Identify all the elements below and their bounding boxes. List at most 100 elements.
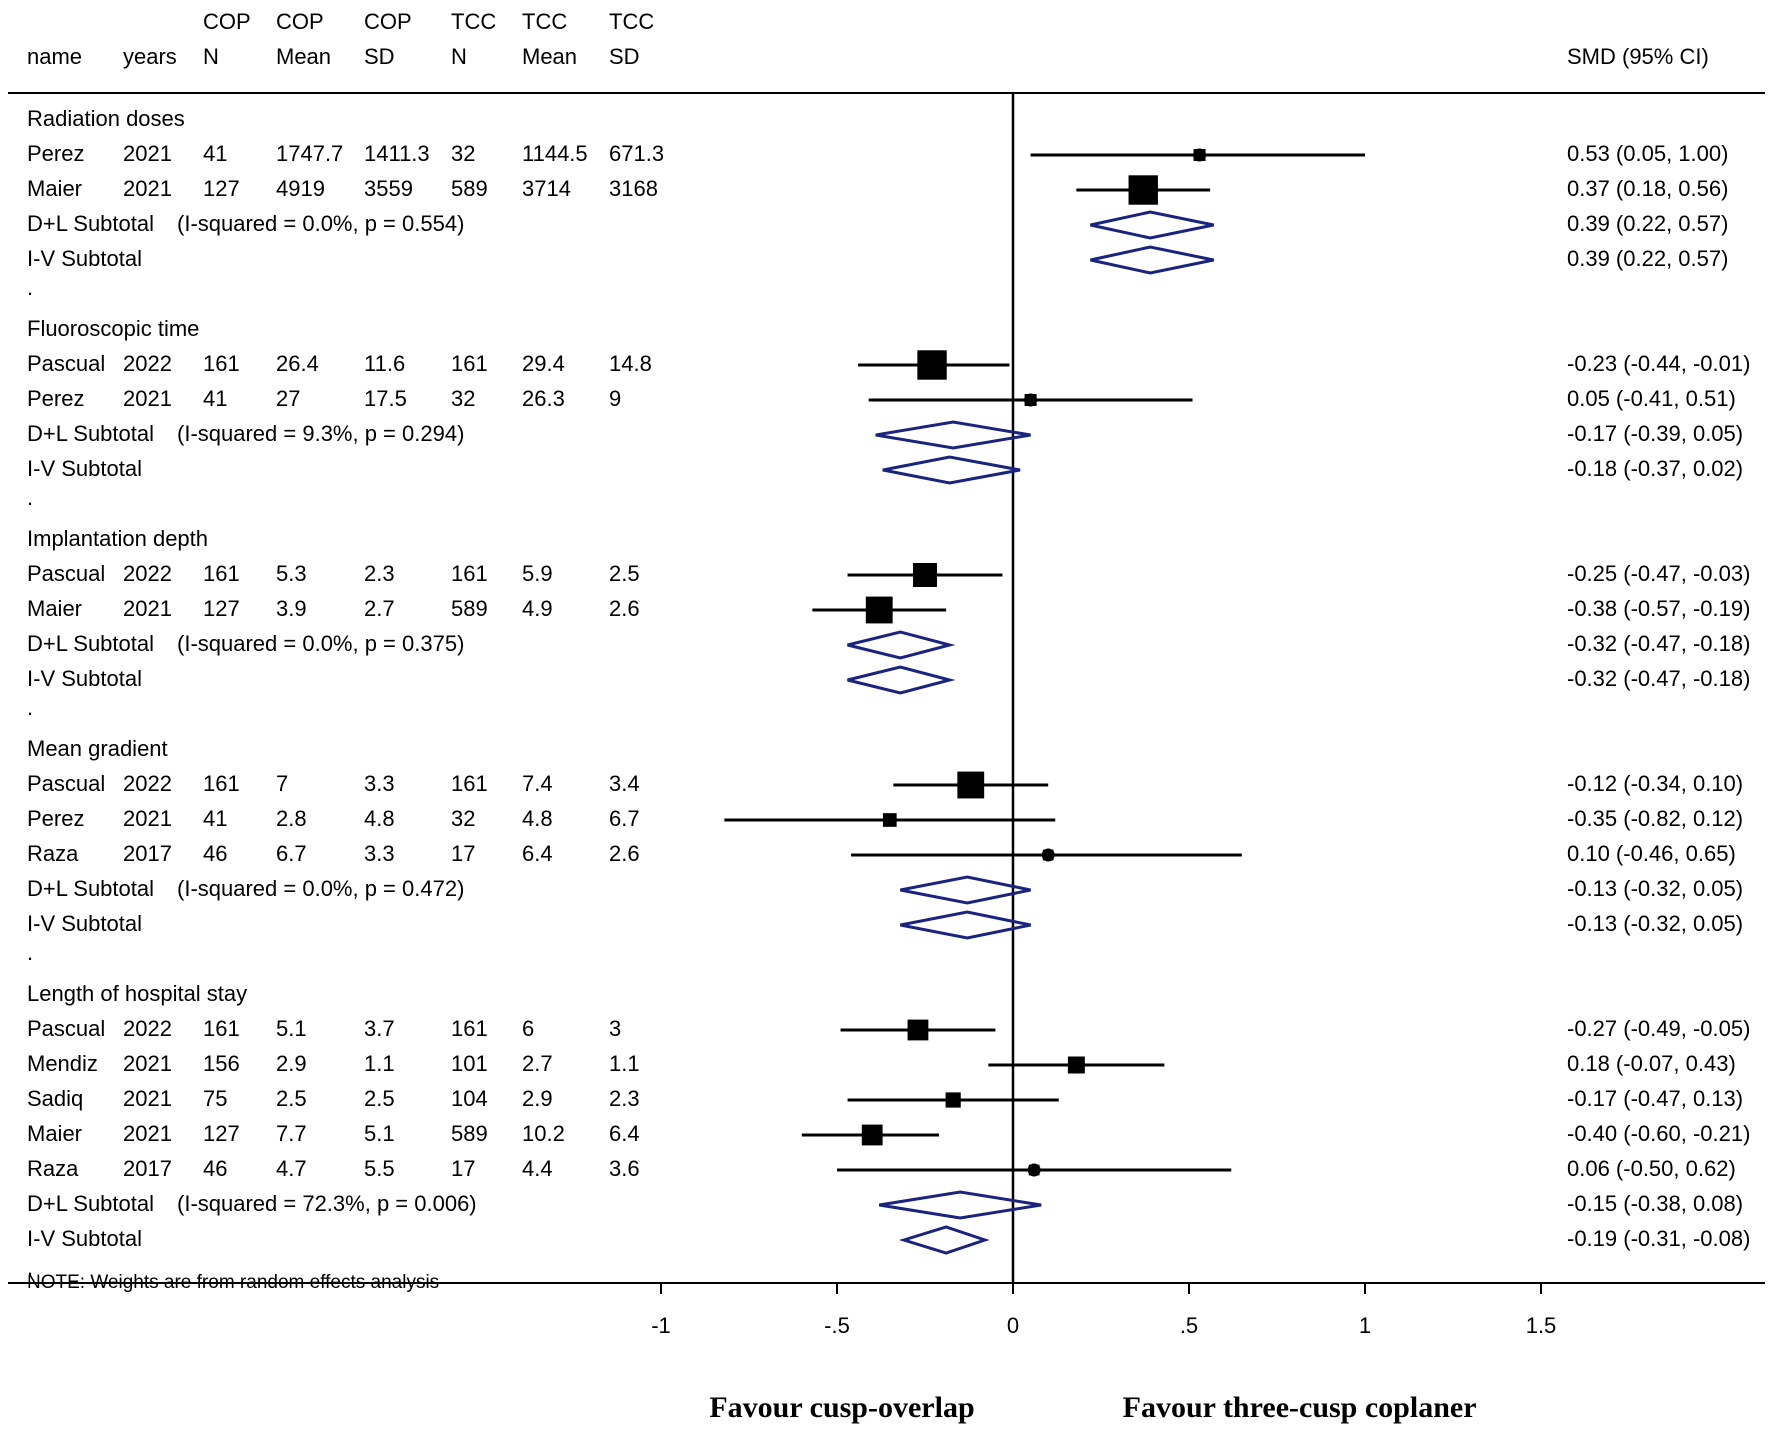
study-ci-text: -0.40 (-0.60, -0.21)	[1567, 1121, 1750, 1146]
study-ci-text: -0.12 (-0.34, 0.10)	[1567, 771, 1743, 796]
study-cop-mean: 7	[276, 771, 288, 796]
header-cop_mean-label: Mean	[276, 44, 331, 69]
favour-right-label: Favour three-cusp coplaner	[1123, 1391, 1477, 1424]
study-tcc-n: 589	[451, 176, 488, 201]
study-cop-mean: 4.7	[276, 1156, 307, 1181]
iv-subtotal-ci-text: -0.32 (-0.47, -0.18)	[1567, 666, 1750, 691]
study-cop-n: 41	[203, 141, 227, 166]
study-tcc-mean: 6	[522, 1016, 534, 1041]
study-cop-mean: 7.7	[276, 1121, 307, 1146]
iv-subtotal-ci-text: 0.39 (0.22, 0.57)	[1567, 246, 1728, 271]
study-year: 2022	[123, 351, 172, 376]
study-weight-box	[1024, 394, 1037, 406]
study-cop-sd: 2.3	[364, 561, 395, 586]
study-cop-mean: 26.4	[276, 351, 319, 376]
study-weight-box	[945, 1092, 961, 1108]
dl-subtotal-label: D+L Subtotal	[27, 211, 154, 236]
x-tick-label: 1	[1359, 1313, 1371, 1338]
study-tcc-sd: 2.5	[609, 561, 640, 586]
study-cop-sd: 3.7	[364, 1016, 395, 1041]
study-weight-box	[913, 563, 937, 587]
study-cop-n: 41	[203, 806, 227, 831]
dl-subtotal-diamond	[847, 630, 956, 660]
study-cop-n: 161	[203, 771, 240, 796]
study-cop-n: 127	[203, 1121, 240, 1146]
iv-subtotal-diamond	[882, 455, 1021, 485]
dl-heterogeneity: (I-squared = 9.3%, p = 0.294)	[177, 421, 464, 446]
study-cop-n: 156	[203, 1051, 240, 1076]
dl-subtotal-diamond	[879, 1190, 1042, 1220]
dl-subtotal-ci-text: -0.17 (-0.39, 0.05)	[1567, 421, 1743, 446]
study-tcc-mean: 6.4	[522, 841, 553, 866]
study-tcc-n: 589	[451, 1121, 488, 1146]
study-weight-box	[1128, 175, 1158, 205]
study-ci-text: 0.18 (-0.07, 0.43)	[1567, 1051, 1736, 1076]
study-tcc-n: 17	[451, 841, 475, 866]
study-cop-mean: 2.9	[276, 1051, 307, 1076]
study-ci-text: 0.05 (-0.41, 0.51)	[1567, 386, 1736, 411]
study-year: 2021	[123, 386, 172, 411]
study-weight-box	[957, 771, 985, 799]
header-tcc_mean-group: TCC	[522, 9, 567, 34]
study-cop-mean: 27	[276, 386, 300, 411]
study-tcc-mean: 4.9	[522, 596, 553, 621]
study-name: Pascual	[27, 351, 105, 376]
study-tcc-n: 32	[451, 386, 475, 411]
study-cop-sd: 1.1	[364, 1051, 395, 1076]
study-weight-box	[1042, 849, 1054, 861]
study-tcc-sd: 3168	[609, 176, 658, 201]
dl-subtotal-label: D+L Subtotal	[27, 876, 154, 901]
dl-subtotal-ci-text: -0.13 (-0.32, 0.05)	[1567, 876, 1743, 901]
study-name: Perez	[27, 806, 84, 831]
study-year: 2022	[123, 1016, 172, 1041]
study-tcc-sd: 671.3	[609, 141, 664, 166]
study-tcc-n: 161	[451, 771, 488, 796]
study-tcc-sd: 2.6	[609, 841, 640, 866]
header-tcc_sd-label: SD	[609, 44, 640, 69]
study-year: 2021	[123, 1086, 172, 1111]
study-tcc-mean: 4.8	[522, 806, 553, 831]
study-tcc-sd: 6.4	[609, 1121, 640, 1146]
study-cop-sd: 4.8	[364, 806, 395, 831]
study-name: Pascual	[27, 1016, 105, 1041]
study-tcc-mean: 5.9	[522, 561, 553, 586]
study-cop-sd: 11.6	[364, 351, 405, 376]
study-tcc-n: 161	[451, 561, 488, 586]
study-cop-n: 161	[203, 1016, 240, 1041]
study-tcc-sd: 3.6	[609, 1156, 640, 1181]
study-cop-mean: 5.3	[276, 561, 307, 586]
iv-subtotal-diamond	[900, 910, 1031, 940]
study-tcc-sd: 2.6	[609, 596, 640, 621]
iv-subtotal-ci-text: -0.18 (-0.37, 0.02)	[1567, 456, 1743, 481]
study-cop-n: 75	[203, 1086, 227, 1111]
study-ci-text: -0.27 (-0.49, -0.05)	[1567, 1016, 1750, 1041]
study-name: Pascual	[27, 771, 105, 796]
study-name: Maier	[27, 596, 82, 621]
dl-heterogeneity: (I-squared = 0.0%, p = 0.472)	[177, 876, 464, 901]
x-tick-label: 0	[1007, 1313, 1019, 1338]
study-cop-n: 127	[203, 596, 240, 621]
header-effect: SMD (95% CI)	[1567, 44, 1709, 69]
study-cop-n: 161	[203, 561, 240, 586]
study-name: Raza	[27, 841, 79, 866]
study-tcc-sd: 6.7	[609, 806, 640, 831]
study-name: Sadiq	[27, 1086, 83, 1111]
x-tick-label: -.5	[824, 1313, 850, 1338]
dl-subtotal-ci-text: -0.32 (-0.47, -0.18)	[1567, 631, 1750, 656]
study-year: 2021	[123, 806, 172, 831]
study-weight-box	[1028, 1164, 1040, 1176]
study-tcc-mean: 26.3	[522, 386, 565, 411]
iv-subtotal-label: I-V Subtotal	[27, 666, 142, 691]
dl-subtotal-ci-text: 0.39 (0.22, 0.57)	[1567, 211, 1728, 236]
x-tick-label: 1.5	[1526, 1313, 1557, 1338]
header-cop_n-group: COP	[203, 9, 251, 34]
study-tcc-mean: 29.4	[522, 351, 565, 376]
study-tcc-mean: 7.4	[522, 771, 553, 796]
iv-subtotal-diamond	[1090, 245, 1214, 275]
study-ci-text: -0.38 (-0.57, -0.19)	[1567, 596, 1750, 621]
dl-subtotal-diamond	[875, 420, 1031, 450]
favour-left-label: Favour cusp-overlap	[709, 1391, 974, 1424]
study-cop-sd: 1411.3	[364, 141, 430, 166]
study-weight-box	[1193, 149, 1206, 161]
header-cop_sd-label: SD	[364, 44, 395, 69]
